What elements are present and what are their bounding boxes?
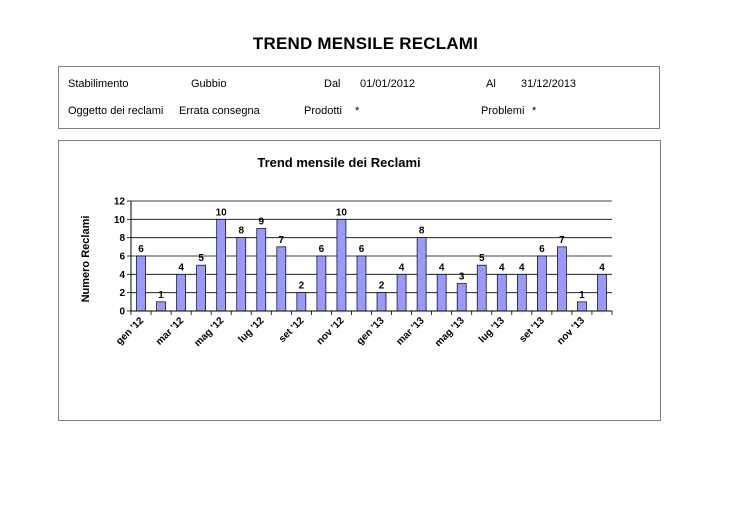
bar: [436, 273, 447, 312]
bar: [456, 283, 467, 312]
data-label: 3: [459, 272, 465, 283]
x-tick-label: mag '13: [433, 315, 467, 349]
stabilimento-value: Gubbio: [191, 78, 227, 90]
bar: [296, 292, 307, 312]
bar: [336, 218, 347, 312]
data-label: 4: [399, 262, 405, 273]
bar: [597, 273, 607, 312]
data-label: 6: [319, 244, 325, 255]
bar: [196, 264, 206, 312]
x-tick-label: nov '12: [315, 315, 347, 347]
prodotti-value: *: [355, 105, 360, 117]
data-labels: 6 1 4 5 10 8 9 7 2 6 10 6 2 4 8 4 3 5 4 4 6 7 1 4: [138, 207, 605, 300]
reclami-bar-chart: Trend mensile dei Reclami Numero Reclami…: [80, 155, 613, 349]
gridlines: [131, 200, 612, 294]
data-label: 4: [599, 262, 605, 273]
axes: [127, 200, 613, 315]
problemi-value: *: [532, 105, 537, 117]
x-tick-label: gen '12: [114, 315, 146, 347]
problemi-label: Problemi: [481, 105, 525, 117]
data-label: 7: [279, 235, 285, 246]
bar: [136, 255, 146, 312]
data-label: 4: [439, 262, 445, 273]
bar: [276, 246, 287, 312]
bar: [476, 264, 487, 312]
bar: [156, 301, 166, 312]
data-label: 10: [336, 207, 348, 218]
chart-panel: Trend mensile dei Reclami Numero Reclami…: [58, 140, 661, 421]
bar: [557, 246, 567, 312]
x-tick-label: lug '13: [477, 315, 507, 345]
data-label: 2: [299, 281, 305, 292]
x-tick-label: set '13: [517, 315, 547, 345]
data-label: 9: [258, 217, 264, 228]
data-label: 8: [419, 226, 425, 237]
data-label: 5: [479, 253, 485, 264]
chart-title: Trend mensile dei Reclami: [257, 155, 420, 170]
dal-value: 01/01/2012: [360, 78, 416, 90]
data-label: 7: [559, 235, 565, 246]
x-tick-label: set '12: [277, 315, 307, 345]
x-tick-label: gen '13: [355, 315, 387, 347]
y-tick-label: 6: [119, 252, 125, 263]
x-tick-label: mag '12: [192, 315, 226, 349]
bar: [537, 255, 547, 312]
bar: [376, 292, 387, 312]
data-label: 6: [138, 244, 144, 255]
data-label: 1: [579, 290, 585, 301]
x-tick-label: lug '12: [236, 315, 266, 345]
bar: [516, 273, 527, 312]
y-tick-label: 2: [119, 288, 125, 299]
dal-label: Dal: [324, 78, 341, 90]
x-tick-label: nov '13: [555, 315, 587, 347]
data-label: 8: [238, 226, 244, 237]
bar: [416, 237, 427, 312]
stabilimento-label: Stabilimento: [68, 78, 129, 90]
y-axis-label: Numero Reclami: [80, 216, 92, 303]
data-label: 5: [198, 253, 204, 264]
y-tick-label: 12: [114, 197, 126, 208]
bar: [256, 228, 267, 312]
bar: [577, 301, 587, 312]
data-label: 6: [539, 244, 545, 255]
bars: [136, 218, 607, 312]
x-tick-label: mar '12: [154, 315, 187, 348]
bar: [396, 273, 407, 312]
bar: [356, 255, 367, 312]
x-tick-label: mar '13: [394, 315, 427, 348]
prodotti-label: Prodotti: [304, 105, 342, 117]
data-label: 4: [178, 262, 184, 273]
data-label: 6: [359, 244, 365, 255]
filter-panel: Stabilimento Gubbio Dal 01/01/2012 Al 31…: [58, 66, 660, 129]
bar: [316, 255, 327, 312]
data-label: 2: [379, 281, 385, 292]
al-label: Al: [486, 78, 496, 90]
bar: [496, 273, 507, 312]
bar: [176, 273, 186, 312]
al-value: 31/12/2013: [521, 78, 577, 90]
y-tick-label: 10: [114, 215, 126, 226]
data-label: 10: [216, 207, 228, 218]
y-tick-label: 4: [119, 270, 125, 281]
data-label: 4: [519, 262, 525, 273]
bar: [236, 237, 247, 312]
y-tick-label: 8: [119, 233, 125, 244]
y-tick-label: 0: [119, 307, 125, 318]
page-title: TREND MENSILE RECLAMI: [252, 34, 479, 53]
data-label: 4: [499, 262, 505, 273]
oggetto-label: Oggetto dei reclami: [68, 105, 164, 117]
bar: [216, 218, 227, 312]
data-label: 1: [158, 290, 164, 301]
oggetto-value: Errata consegna: [179, 105, 260, 117]
